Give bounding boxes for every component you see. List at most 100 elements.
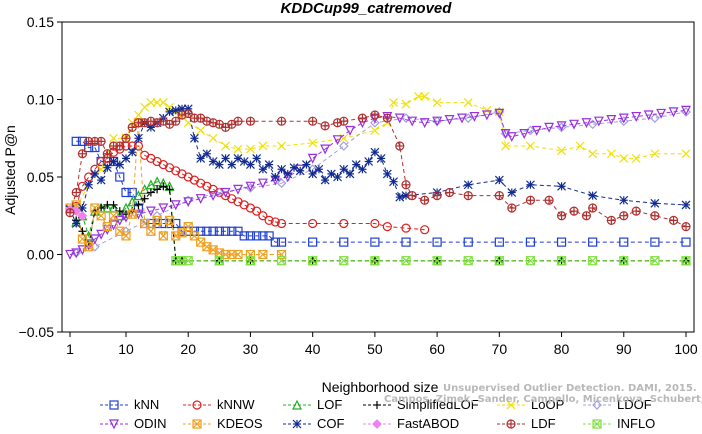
- data-point-cof: [314, 164, 324, 174]
- data-point-loop: [389, 98, 398, 108]
- legend-label-kdeos: KDEOS: [217, 416, 263, 431]
- data-point-loop: [681, 149, 691, 159]
- legend-entry-loop: LoOP: [497, 397, 564, 412]
- legend-label-ldf: LDF: [531, 416, 556, 431]
- data-point-loop: [370, 126, 380, 135]
- legend: kNN kNNW LOF SimplifiedLOF LoOP LDOF ODIN KDEOS…: [100, 397, 655, 431]
- data-point-knn: [588, 237, 598, 247]
- data-point-cof: [650, 198, 660, 208]
- data-point-knn: [276, 237, 287, 247]
- data-point-odin: [345, 125, 355, 136]
- y-tick-label: 0.10: [27, 92, 54, 108]
- data-point-ldof: [183, 195, 194, 206]
- data-point-knnw: [276, 218, 287, 229]
- data-point-knn: [252, 231, 262, 241]
- data-point-knn: [202, 226, 212, 236]
- data-point-inflo: [339, 256, 349, 266]
- data-point-odin: [581, 118, 592, 129]
- data-point-ldf: [115, 141, 125, 151]
- data-point-odin: [170, 200, 181, 211]
- data-point-kdeos: [102, 222, 112, 232]
- data-point-ldf: [581, 211, 592, 221]
- data-point-cof: [507, 188, 517, 197]
- data-point-odin: [681, 105, 691, 116]
- data-point-odin: [506, 132, 517, 143]
- data-point-ldf: [357, 113, 368, 123]
- data-point-knn: [239, 231, 249, 241]
- data-point-ldf: [339, 116, 349, 126]
- data-point-knn: [650, 237, 660, 247]
- data-point-kdeos: [90, 203, 100, 213]
- data-point-odin: [419, 118, 430, 129]
- data-point-odin: [432, 116, 443, 127]
- data-point-loop: [221, 141, 230, 151]
- data-point-knnw: [401, 223, 411, 233]
- x-tick-label: 30: [243, 341, 259, 357]
- data-point-knn: [463, 237, 473, 247]
- data-point-inflo: [276, 256, 287, 266]
- data-point-inflo: [432, 256, 442, 266]
- data-point-odin: [556, 121, 567, 132]
- data-point-odin: [382, 111, 393, 122]
- data-point-ldf: [494, 191, 504, 201]
- legend-entry-lof: LOF: [283, 397, 342, 412]
- data-point-loop: [140, 102, 150, 112]
- data-point-knn: [370, 237, 380, 247]
- legend-label-cof: COF: [317, 416, 345, 431]
- data-point-ldf: [420, 195, 430, 205]
- data-point-ldf: [127, 122, 137, 133]
- data-point-loop: [146, 98, 156, 108]
- data-point-ldof: [587, 119, 598, 130]
- data-point-inflo: [494, 256, 504, 266]
- data-point-kdeos: [152, 215, 162, 225]
- data-point-ldf: [631, 206, 641, 216]
- data-point-knn: [115, 172, 125, 182]
- data-point-cof: [339, 164, 349, 174]
- data-point-knn: [158, 218, 168, 229]
- data-point-odin: [233, 184, 243, 195]
- x-tick-label: 10: [118, 341, 134, 357]
- data-point-knnw: [270, 217, 280, 227]
- data-point-odin: [96, 229, 107, 240]
- data-point-cof: [463, 180, 473, 190]
- data-point-ldf: [65, 208, 75, 218]
- data-point-cof: [96, 175, 106, 185]
- data-point-kdeos: [77, 234, 88, 244]
- data-point-odin: [320, 144, 331, 155]
- data-point-ldf: [245, 116, 256, 126]
- data-point-ldf: [183, 108, 193, 119]
- data-point-cof: [71, 219, 81, 228]
- chart-title: KDDCup99_catremoved: [281, 0, 453, 17]
- data-point-odin: [65, 249, 75, 260]
- data-point-knn: [339, 237, 349, 247]
- data-point-lof: [127, 196, 138, 207]
- data-point-ldf: [668, 215, 679, 225]
- x-tick-label: 60: [429, 341, 445, 357]
- x-tick-label: 40: [305, 341, 321, 357]
- data-point-cof: [345, 169, 355, 179]
- data-point-odin: [544, 122, 555, 133]
- data-point-knn: [619, 237, 629, 247]
- data-point-odin: [158, 203, 169, 214]
- data-point-loop: [557, 146, 566, 156]
- data-point-simplifiedlof: [159, 182, 168, 191]
- data-point-odin: [208, 191, 219, 201]
- data-point-inflo: [650, 256, 660, 266]
- data-point-ldof: [370, 117, 380, 128]
- data-point-inflo: [401, 256, 411, 266]
- legend-entry-odin: ODIN: [100, 416, 167, 431]
- data-point-ldf: [619, 211, 629, 221]
- data-point-loop: [277, 141, 286, 151]
- data-point-cof: [264, 160, 274, 170]
- data-point-ldf: [432, 191, 442, 201]
- data-point-ldf: [444, 187, 455, 198]
- data-point-knn: [196, 226, 206, 236]
- data-point-ldf: [401, 180, 411, 190]
- data-point-cof: [526, 180, 535, 190]
- x-tick-label: 50: [367, 341, 383, 357]
- data-point-simplifiedlof: [109, 200, 118, 209]
- data-point-loop: [463, 98, 473, 108]
- data-point-ldof: [618, 116, 629, 127]
- data-point-knnw: [308, 218, 318, 229]
